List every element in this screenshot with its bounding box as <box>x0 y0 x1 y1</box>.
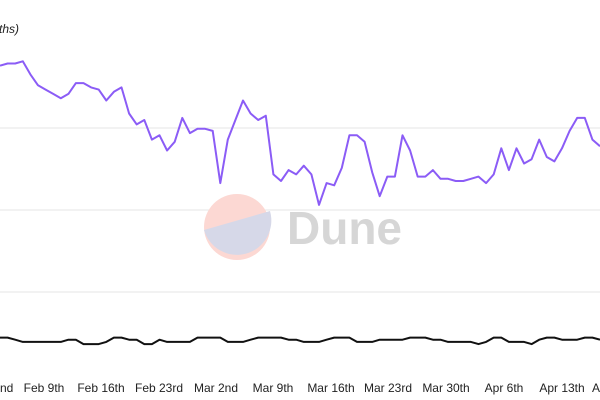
x-tick-label: Mar 9th <box>253 381 294 395</box>
x-tick-label: Feb 16th <box>77 381 124 395</box>
x-tick-label: Mar 16th <box>307 381 354 395</box>
series-layer <box>0 60 600 346</box>
series-line-1 <box>0 60 600 206</box>
x-tick-label-partial-left: nd <box>0 381 13 395</box>
dune-logo-icon <box>204 194 272 260</box>
gridlines <box>0 127 600 293</box>
x-tick-label: Apr 13th <box>539 381 584 395</box>
x-tick-label: Mar 2nd <box>194 381 238 395</box>
x-tick-label: Feb 9th <box>24 381 65 395</box>
x-tick-label: Feb 23rd <box>135 381 183 395</box>
series-line-2 <box>0 336 600 346</box>
x-tick-label-partial-right: A <box>592 381 600 395</box>
x-tick-label: Mar 23rd <box>364 381 412 395</box>
y-axis-label: ths) <box>0 22 19 36</box>
x-tick-label: Apr 6th <box>485 381 524 395</box>
dune-watermark: Dune <box>204 194 402 260</box>
x-axis-ticks: Feb 9th Feb 16th Feb 23rd Mar 2nd Mar 9th Mar… <box>0 381 600 395</box>
x-tick-label: Mar 30th <box>422 381 469 395</box>
watermark-text: Dune <box>287 202 402 254</box>
